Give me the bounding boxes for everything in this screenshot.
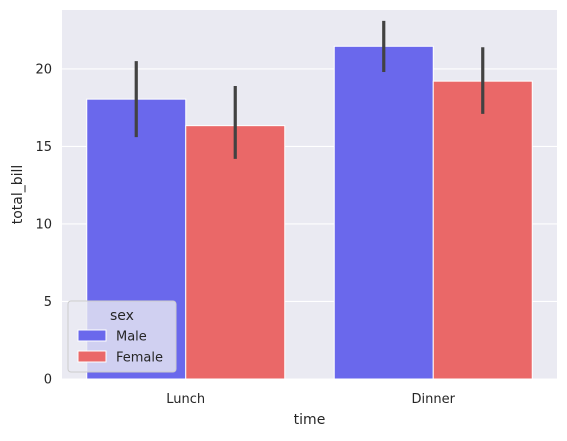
bars bbox=[86, 45, 533, 380]
legend-title: sex bbox=[110, 308, 134, 324]
bar-female-dinner bbox=[432, 80, 533, 380]
x-axis-label: time bbox=[294, 412, 326, 428]
bar-female-lunch bbox=[185, 125, 286, 380]
y-tick-label: 15 bbox=[35, 140, 52, 155]
legend: sex Male Female bbox=[67, 300, 177, 373]
y-tick-label: 0 bbox=[44, 373, 52, 388]
x-tick-label: Dinner bbox=[412, 392, 456, 407]
legend-label-female: Female bbox=[116, 351, 163, 366]
error-bars bbox=[134, 20, 485, 159]
bar-male-dinner bbox=[333, 45, 434, 380]
legend-swatch-male bbox=[77, 329, 107, 342]
x-tick-label: Lunch bbox=[166, 392, 205, 407]
y-tick-label: 10 bbox=[35, 217, 52, 232]
y-tick-label: 20 bbox=[35, 62, 52, 77]
x-axis-ticks: Lunch Dinner bbox=[166, 392, 455, 407]
legend-swatch-female bbox=[77, 350, 107, 363]
y-axis-label: total_bill bbox=[10, 165, 26, 225]
legend-items: Male Female bbox=[77, 329, 163, 366]
legend-label-male: Male bbox=[116, 330, 147, 345]
y-tick-label: 5 bbox=[44, 295, 52, 310]
y-axis-ticks: 0 5 10 15 20 bbox=[35, 62, 52, 387]
